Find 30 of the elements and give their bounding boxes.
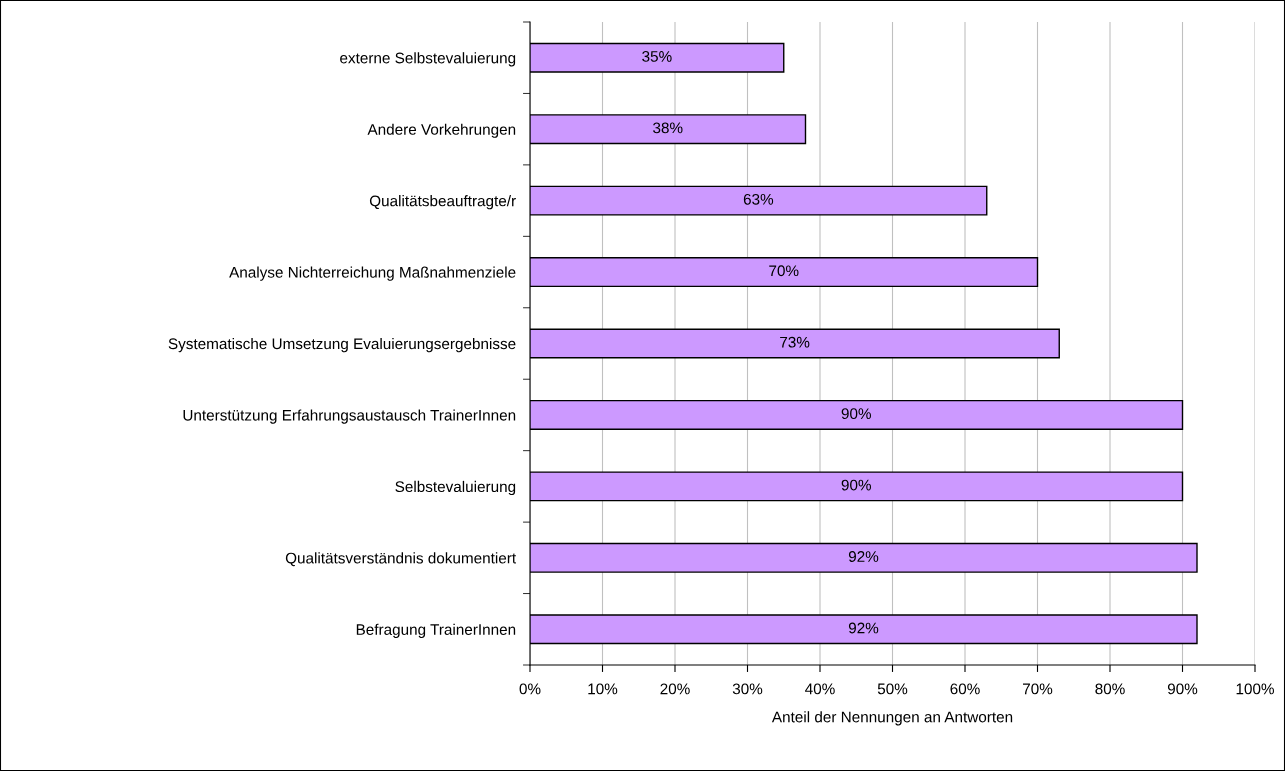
x-tick-label: 0% — [519, 683, 541, 695]
x-tick-label: 10% — [588, 683, 618, 695]
y-tick-label: Systematische Umsetzung Evaluierungsergebnisse — [168, 337, 516, 353]
y-tick-label: Qualitätsverständnis dokumentiert — [285, 552, 517, 567]
y-tick-label: Qualitätsbeauftragte/r — [369, 195, 516, 210]
data-label: 90% — [841, 408, 871, 420]
data-label: 92% — [848, 551, 879, 562]
x-tick-label: 70% — [1022, 683, 1053, 695]
x-tick-label: 80% — [1095, 683, 1125, 695]
data-label: 38% — [653, 122, 683, 134]
y-tick-label: Unterstützung Erfahrungsaustausch TrainerInnen — [183, 409, 516, 424]
data-label: 73% — [780, 336, 810, 348]
y-tick-label: Andere Vorkehrungen — [367, 123, 516, 138]
data-label: 92% — [848, 622, 879, 634]
x-tick-label: 30% — [732, 683, 763, 695]
x-tick-label: 40% — [805, 683, 835, 695]
x-axis-title: Anteil der Nennungen an Antworten — [771, 711, 1013, 726]
data-label: 35% — [642, 51, 672, 62]
x-tick-label: 90% — [1167, 683, 1198, 695]
x-tick-label: 50% — [877, 683, 908, 695]
x-tick-label: 20% — [660, 683, 690, 695]
data-label: 90% — [841, 479, 871, 491]
x-tick-label: 60% — [950, 683, 980, 695]
data-label: 70% — [769, 265, 799, 277]
y-tick-label: Analyse Nichterreichung Maßnahmenziele — [229, 266, 516, 281]
data-label: 63% — [743, 193, 774, 205]
y-tick-label: Befragung TrainerInnen — [356, 623, 516, 638]
y-tick-label: externe Selbstevaluierung — [340, 52, 516, 67]
y-tick-label: Selbstevaluierung — [395, 480, 516, 496]
x-tick-label: 100% — [1236, 683, 1274, 695]
